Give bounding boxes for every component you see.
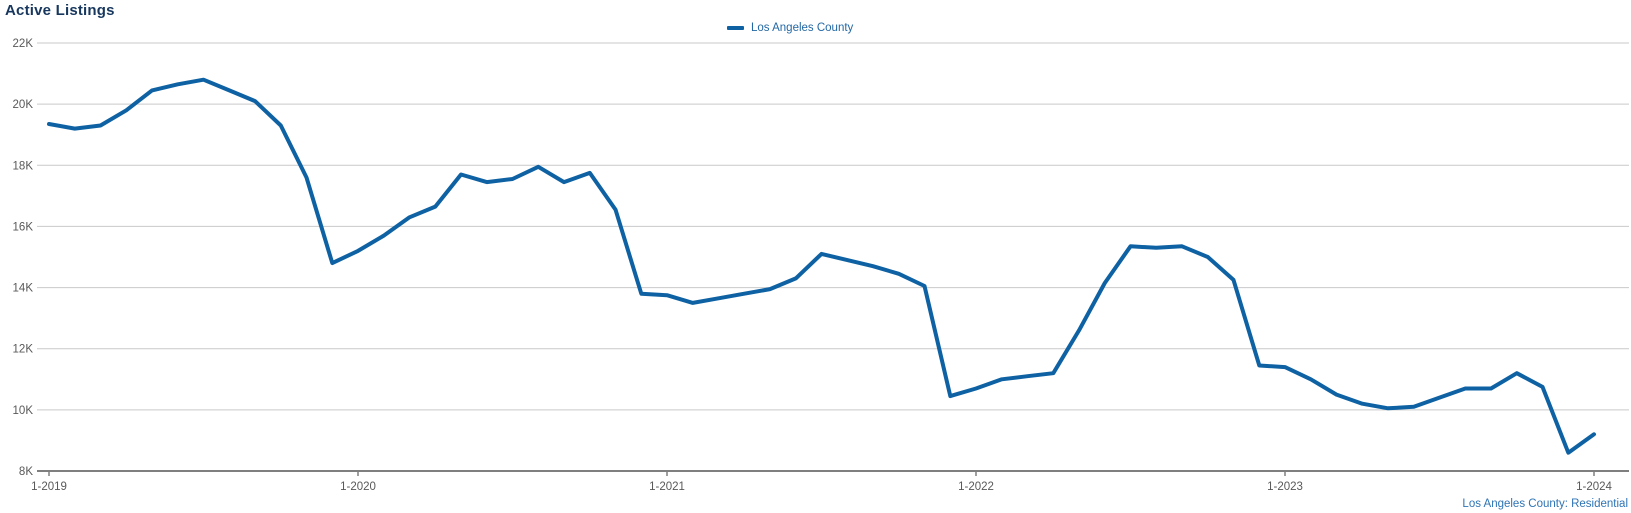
x-axis-label-1-2021: 1-2021 <box>649 481 685 493</box>
x-axis-label-1-2019: 1-2019 <box>31 481 67 493</box>
y-axis-label-18K: 18K <box>13 160 34 172</box>
legend-item-los-angeles-county[interactable]: Los Angeles County <box>727 22 853 34</box>
chart-legend: Los Angeles County <box>727 22 853 34</box>
legend-line-swatch <box>727 26 744 30</box>
chart-title: Active Listings <box>5 2 115 19</box>
y-axis-label-8K: 8K <box>19 466 33 478</box>
y-axis-label-22K: 22K <box>13 38 34 50</box>
y-axis-label-20K: 20K <box>13 99 34 111</box>
x-axis-label-1-2020: 1-2020 <box>340 481 376 493</box>
y-axis-label-12K: 12K <box>13 344 34 356</box>
legend-label: Los Angeles County <box>751 22 854 34</box>
x-axis-label-1-2024: 1-2024 <box>1576 481 1612 493</box>
chart-footer-source: Los Angeles County: Residential <box>1462 498 1628 510</box>
x-axis-label-1-2023: 1-2023 <box>1267 481 1303 493</box>
y-axis-label-14K: 14K <box>13 283 34 295</box>
series-line-los-angeles-county <box>47 77 1596 455</box>
y-axis-label-16K: 16K <box>13 221 34 233</box>
x-axis-label-1-2022: 1-2022 <box>958 481 994 493</box>
y-axis-label-10K: 10K <box>13 405 34 417</box>
